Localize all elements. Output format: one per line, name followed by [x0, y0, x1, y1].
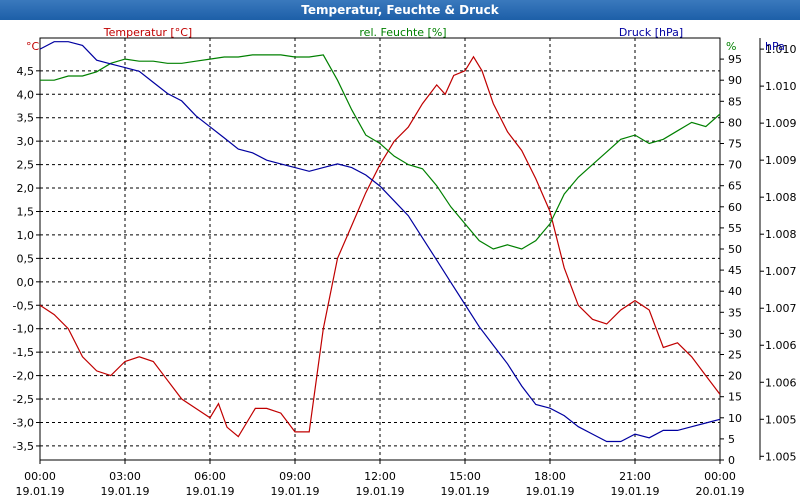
humidity-tick-label: 75	[728, 138, 742, 151]
pressure-tick-label: 1.007	[765, 302, 797, 315]
temperature-tick-label: -3,5	[13, 440, 34, 453]
humidity-tick-label: 65	[728, 180, 742, 193]
pressure-tick-label: 1.006	[765, 376, 797, 389]
temperature-tick-label: 0,5	[17, 252, 35, 265]
x-tick-date: 19.01.19	[186, 485, 235, 498]
temperature-tick-label: -1,0	[13, 323, 34, 336]
humidity-tick-label: 80	[728, 116, 742, 129]
x-tick-date: 19.01.19	[441, 485, 490, 498]
x-tick-date: 19.01.19	[356, 485, 405, 498]
humidity-tick-label: 55	[728, 222, 742, 235]
humidity-unit: %	[726, 40, 736, 53]
temperature-tick-label: 3,5	[17, 112, 35, 125]
humidity-tick-label: 45	[728, 264, 742, 277]
x-tick-time: 00:00	[24, 470, 56, 483]
temperature-tick-label: 1,0	[17, 229, 35, 242]
x-tick-date: 19.01.19	[611, 485, 660, 498]
pressure-axis-label: Druck [hPa]	[619, 26, 683, 39]
x-tick-date: 19.01.19	[16, 485, 65, 498]
temperature-tick-label: -0,5	[13, 299, 34, 312]
x-tick-time: 15:00	[449, 470, 481, 483]
humidity-tick-label: 40	[728, 285, 742, 298]
pressure-tick-label: 1.010	[765, 43, 797, 56]
humidity-tick-label: 15	[728, 391, 742, 404]
temperature-tick-label: -2,0	[13, 370, 34, 383]
temperature-axis-label: Temperatur [°C]	[103, 26, 192, 39]
temperature-tick-label: -3,0	[13, 416, 34, 429]
x-tick-date: 20.01.19	[696, 485, 745, 498]
x-tick-time: 18:00	[534, 470, 566, 483]
x-tick-time: 00:00	[704, 470, 736, 483]
humidity-tick-label: 95	[728, 53, 742, 66]
x-tick-date: 19.01.19	[271, 485, 320, 498]
x-tick-date: 19.01.19	[526, 485, 575, 498]
pressure-unit: hPa	[765, 40, 785, 53]
humidity-tick-label: 85	[728, 95, 742, 108]
temperature-series-line	[39, 55, 721, 438]
humidity-series-line	[40, 54, 721, 250]
humidity-tick-label: 25	[728, 349, 742, 362]
pressure-tick-label: 1.005	[765, 413, 797, 426]
temperature-tick-label: 4,5	[17, 65, 35, 78]
temperature-tick-label: 1,5	[17, 205, 35, 218]
temperature-tick-label: -2,5	[13, 393, 34, 406]
pressure-tick-label: 1.009	[765, 154, 797, 167]
pressure-tick-label: 1.008	[765, 228, 797, 241]
humidity-tick-label: 35	[728, 306, 742, 319]
humidity-tick-label: 20	[728, 370, 742, 383]
humidity-tick-label: 10	[728, 412, 742, 425]
window-title: Temperatur, Feuchte & Druck	[0, 0, 800, 20]
humidity-tick-label: 60	[728, 201, 742, 214]
humidity-axis-label: rel. Feuchte [%]	[359, 26, 446, 39]
pressure-tick-label: 1.007	[765, 265, 797, 278]
pressure-tick-label: 1.005	[765, 450, 797, 463]
x-tick-time: 09:00	[279, 470, 311, 483]
pressure-tick-label: 1.010	[765, 80, 797, 93]
temperature-tick-label: 2,0	[17, 182, 35, 195]
humidity-tick-label: 50	[728, 243, 742, 256]
humidity-tick-label: 70	[728, 159, 742, 172]
pressure-tick-label: 1.008	[765, 191, 797, 204]
x-tick-date: 19.01.19	[101, 485, 150, 498]
temperature-unit: °C	[26, 40, 40, 53]
temperature-tick-label: 4,0	[17, 88, 35, 101]
x-tick-time: 12:00	[364, 470, 396, 483]
x-tick-time: 06:00	[194, 470, 226, 483]
humidity-tick-label: 30	[728, 327, 742, 340]
temperature-tick-label: -1,5	[13, 346, 34, 359]
humidity-tick-label: 90	[728, 74, 742, 87]
temperature-tick-label: 0,0	[17, 276, 35, 289]
humidity-tick-label: 5	[728, 433, 735, 446]
pressure-series-line	[39, 41, 721, 443]
pressure-tick-label: 1.009	[765, 117, 797, 130]
pressure-tick-label: 1.006	[765, 339, 797, 352]
temperature-tick-label: 2,5	[17, 159, 35, 172]
x-tick-time: 21:00	[619, 470, 651, 483]
temperature-tick-label: 3,0	[17, 135, 35, 148]
x-tick-time: 03:00	[109, 470, 141, 483]
humidity-tick-label: 0	[728, 454, 735, 467]
